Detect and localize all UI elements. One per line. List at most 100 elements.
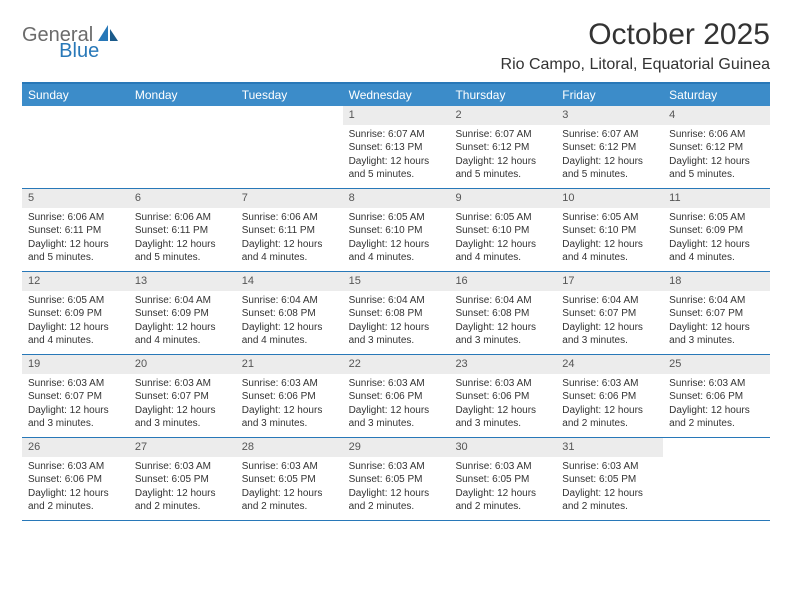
dayhead-friday: Friday [556,84,663,106]
sunset-text: Sunset: 6:07 PM [562,307,657,321]
day-cell: 18Sunrise: 6:04 AMSunset: 6:07 PMDayligh… [663,272,770,354]
day-details: Sunrise: 6:03 AMSunset: 6:07 PMDaylight:… [129,374,236,435]
sunset-text: Sunset: 6:06 PM [242,390,337,404]
daylight-text: Daylight: 12 hours and 2 minutes. [669,404,764,431]
day-cell: 6Sunrise: 6:06 AMSunset: 6:11 PMDaylight… [129,189,236,271]
day-number: 23 [449,355,556,374]
day-cell: 19Sunrise: 6:03 AMSunset: 6:07 PMDayligh… [22,355,129,437]
sunset-text: Sunset: 6:10 PM [349,224,444,238]
sunset-text: Sunset: 6:07 PM [135,390,230,404]
dayhead-thursday: Thursday [449,84,556,106]
day-details: Sunrise: 6:06 AMSunset: 6:11 PMDaylight:… [22,208,129,269]
day-details: Sunrise: 6:05 AMSunset: 6:10 PMDaylight:… [449,208,556,269]
day-cell [129,106,236,188]
day-number: 3 [556,106,663,125]
sunset-text: Sunset: 6:09 PM [135,307,230,321]
sunrise-text: Sunrise: 6:03 AM [28,460,123,474]
day-number: 28 [236,438,343,457]
sunset-text: Sunset: 6:05 PM [455,473,550,487]
day-cell: 3Sunrise: 6:07 AMSunset: 6:12 PMDaylight… [556,106,663,188]
day-cell [22,106,129,188]
daylight-text: Daylight: 12 hours and 3 minutes. [28,404,123,431]
day-details: Sunrise: 6:04 AMSunset: 6:09 PMDaylight:… [129,291,236,352]
day-details: Sunrise: 6:05 AMSunset: 6:10 PMDaylight:… [556,208,663,269]
daylight-text: Daylight: 12 hours and 3 minutes. [242,404,337,431]
day-number: 12 [22,272,129,291]
sunset-text: Sunset: 6:07 PM [28,390,123,404]
sunset-text: Sunset: 6:08 PM [455,307,550,321]
day-cell: 8Sunrise: 6:05 AMSunset: 6:10 PMDaylight… [343,189,450,271]
sunset-text: Sunset: 6:11 PM [135,224,230,238]
daylight-text: Daylight: 12 hours and 2 minutes. [135,487,230,514]
day-number [22,106,129,110]
day-cell: 28Sunrise: 6:03 AMSunset: 6:05 PMDayligh… [236,438,343,520]
day-cell: 5Sunrise: 6:06 AMSunset: 6:11 PMDaylight… [22,189,129,271]
dayhead-tuesday: Tuesday [236,84,343,106]
sunrise-text: Sunrise: 6:04 AM [135,294,230,308]
day-cell: 17Sunrise: 6:04 AMSunset: 6:07 PMDayligh… [556,272,663,354]
day-number: 8 [343,189,450,208]
day-cell: 16Sunrise: 6:04 AMSunset: 6:08 PMDayligh… [449,272,556,354]
day-number: 21 [236,355,343,374]
day-cell: 31Sunrise: 6:03 AMSunset: 6:05 PMDayligh… [556,438,663,520]
day-cell: 25Sunrise: 6:03 AMSunset: 6:06 PMDayligh… [663,355,770,437]
sunrise-text: Sunrise: 6:07 AM [455,128,550,142]
day-cell: 1Sunrise: 6:07 AMSunset: 6:13 PMDaylight… [343,106,450,188]
day-cell: 11Sunrise: 6:05 AMSunset: 6:09 PMDayligh… [663,189,770,271]
daylight-text: Daylight: 12 hours and 5 minutes. [28,238,123,265]
sunset-text: Sunset: 6:11 PM [242,224,337,238]
day-cell: 7Sunrise: 6:06 AMSunset: 6:11 PMDaylight… [236,189,343,271]
day-details: Sunrise: 6:06 AMSunset: 6:11 PMDaylight:… [129,208,236,269]
day-details: Sunrise: 6:03 AMSunset: 6:05 PMDaylight:… [556,457,663,518]
sunset-text: Sunset: 6:06 PM [28,473,123,487]
day-number [129,106,236,110]
day-cell: 4Sunrise: 6:06 AMSunset: 6:12 PMDaylight… [663,106,770,188]
sunrise-text: Sunrise: 6:07 AM [562,128,657,142]
logo-sail-icon [97,24,119,47]
day-cell: 14Sunrise: 6:04 AMSunset: 6:08 PMDayligh… [236,272,343,354]
sunrise-text: Sunrise: 6:03 AM [455,377,550,391]
day-details: Sunrise: 6:03 AMSunset: 6:06 PMDaylight:… [663,374,770,435]
weeks-container: 1Sunrise: 6:07 AMSunset: 6:13 PMDaylight… [22,106,770,521]
daylight-text: Daylight: 12 hours and 4 minutes. [349,238,444,265]
day-cell: 29Sunrise: 6:03 AMSunset: 6:05 PMDayligh… [343,438,450,520]
day-cell [236,106,343,188]
week-row: 26Sunrise: 6:03 AMSunset: 6:06 PMDayligh… [22,438,770,521]
day-cell: 22Sunrise: 6:03 AMSunset: 6:06 PMDayligh… [343,355,450,437]
sunrise-text: Sunrise: 6:06 AM [28,211,123,225]
sunset-text: Sunset: 6:12 PM [455,141,550,155]
daylight-text: Daylight: 12 hours and 2 minutes. [242,487,337,514]
day-cell: 10Sunrise: 6:05 AMSunset: 6:10 PMDayligh… [556,189,663,271]
day-details: Sunrise: 6:03 AMSunset: 6:05 PMDaylight:… [343,457,450,518]
sunset-text: Sunset: 6:05 PM [242,473,337,487]
day-cell: 13Sunrise: 6:04 AMSunset: 6:09 PMDayligh… [129,272,236,354]
header: General Blue October 2025 Rio Campo, Lit… [22,18,770,74]
daylight-text: Daylight: 12 hours and 5 minutes. [562,155,657,182]
day-cell: 23Sunrise: 6:03 AMSunset: 6:06 PMDayligh… [449,355,556,437]
sunrise-text: Sunrise: 6:03 AM [669,377,764,391]
calendar: Sunday Monday Tuesday Wednesday Thursday… [22,82,770,521]
day-number: 19 [22,355,129,374]
daylight-text: Daylight: 12 hours and 2 minutes. [562,404,657,431]
sunrise-text: Sunrise: 6:05 AM [455,211,550,225]
sunrise-text: Sunrise: 6:04 AM [349,294,444,308]
day-number: 15 [343,272,450,291]
week-row: 12Sunrise: 6:05 AMSunset: 6:09 PMDayligh… [22,272,770,355]
daylight-text: Daylight: 12 hours and 2 minutes. [562,487,657,514]
sunrise-text: Sunrise: 6:03 AM [349,377,444,391]
logo-text-blue: Blue [59,40,99,63]
day-cell [663,438,770,520]
day-details: Sunrise: 6:05 AMSunset: 6:09 PMDaylight:… [663,208,770,269]
day-number: 1 [343,106,450,125]
title-block: October 2025 Rio Campo, Litoral, Equator… [501,18,770,74]
sunset-text: Sunset: 6:05 PM [562,473,657,487]
sunrise-text: Sunrise: 6:06 AM [242,211,337,225]
sunset-text: Sunset: 6:05 PM [349,473,444,487]
day-number: 20 [129,355,236,374]
day-number: 9 [449,189,556,208]
day-details: Sunrise: 6:03 AMSunset: 6:06 PMDaylight:… [343,374,450,435]
day-details: Sunrise: 6:04 AMSunset: 6:07 PMDaylight:… [556,291,663,352]
day-number: 11 [663,189,770,208]
sunrise-text: Sunrise: 6:03 AM [349,460,444,474]
dayhead-saturday: Saturday [663,84,770,106]
